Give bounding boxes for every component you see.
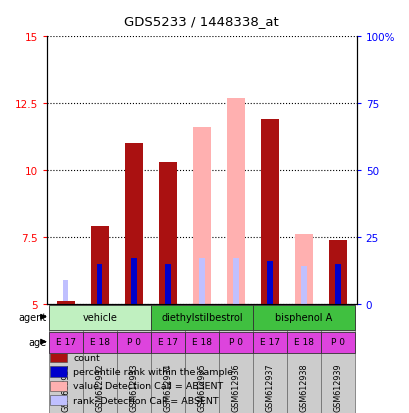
Bar	[233, 259, 238, 304]
FancyBboxPatch shape	[252, 307, 286, 413]
Text: GSM612937: GSM612937	[265, 363, 274, 411]
FancyBboxPatch shape	[49, 332, 83, 353]
Bar	[97, 264, 102, 304]
Bar	[124, 144, 143, 304]
FancyBboxPatch shape	[151, 305, 252, 330]
Text: agent: agent	[18, 312, 47, 322]
Text: P 0: P 0	[126, 337, 141, 347]
Text: percentile rank within the sample: percentile rank within the sample	[73, 367, 233, 376]
FancyBboxPatch shape	[50, 366, 67, 377]
FancyBboxPatch shape	[252, 332, 286, 353]
Bar	[226, 99, 245, 304]
FancyBboxPatch shape	[218, 332, 252, 353]
Text: E 17: E 17	[56, 337, 76, 347]
Bar	[165, 264, 170, 304]
Bar	[267, 261, 272, 304]
Bar	[335, 264, 340, 304]
FancyBboxPatch shape	[286, 332, 320, 353]
Bar	[56, 301, 75, 304]
Bar	[294, 235, 312, 304]
FancyBboxPatch shape	[320, 332, 354, 353]
Text: E 18: E 18	[293, 337, 313, 347]
FancyBboxPatch shape	[286, 307, 320, 413]
FancyBboxPatch shape	[117, 332, 151, 353]
FancyBboxPatch shape	[117, 307, 151, 413]
FancyBboxPatch shape	[184, 332, 218, 353]
Text: E 18: E 18	[90, 337, 110, 347]
Bar	[63, 280, 68, 304]
Text: GSM612933: GSM612933	[129, 363, 138, 411]
Bar	[90, 227, 109, 304]
Text: GSM612931: GSM612931	[61, 363, 70, 411]
FancyBboxPatch shape	[83, 332, 117, 353]
Text: diethylstilbestrol: diethylstilbestrol	[161, 312, 242, 322]
Text: GSM612936: GSM612936	[231, 363, 240, 411]
Text: GSM612935: GSM612935	[197, 363, 206, 411]
Text: bisphenol A: bisphenol A	[275, 312, 332, 322]
Bar	[301, 267, 306, 304]
Text: E 18: E 18	[191, 337, 211, 347]
Text: age: age	[29, 337, 47, 347]
Text: GSM612939: GSM612939	[333, 363, 342, 411]
FancyBboxPatch shape	[83, 307, 117, 413]
FancyBboxPatch shape	[49, 305, 151, 330]
Bar	[260, 120, 279, 304]
FancyBboxPatch shape	[320, 307, 354, 413]
Text: GSM612938: GSM612938	[299, 363, 308, 411]
Text: GSM612934: GSM612934	[163, 363, 172, 411]
Bar	[158, 163, 177, 304]
Bar	[328, 240, 346, 304]
Bar	[192, 128, 211, 304]
Text: count: count	[73, 353, 100, 362]
FancyBboxPatch shape	[50, 352, 67, 362]
FancyBboxPatch shape	[151, 332, 184, 353]
Text: rank, Detection Call = ABSENT: rank, Detection Call = ABSENT	[73, 396, 218, 405]
Bar	[131, 259, 136, 304]
Text: GDS5233 / 1448338_at: GDS5233 / 1448338_at	[123, 15, 278, 28]
FancyBboxPatch shape	[151, 307, 184, 413]
FancyBboxPatch shape	[252, 305, 354, 330]
Text: value, Detection Call = ABSENT: value, Detection Call = ABSENT	[73, 381, 223, 390]
FancyBboxPatch shape	[50, 381, 67, 391]
Text: GSM612932: GSM612932	[95, 363, 104, 411]
Text: E 17: E 17	[157, 337, 178, 347]
Text: vehicle: vehicle	[82, 312, 117, 322]
FancyBboxPatch shape	[184, 307, 218, 413]
Text: P 0: P 0	[228, 337, 243, 347]
Bar	[199, 259, 204, 304]
Text: E 17: E 17	[259, 337, 279, 347]
FancyBboxPatch shape	[50, 395, 67, 405]
FancyBboxPatch shape	[218, 307, 252, 413]
FancyBboxPatch shape	[49, 307, 83, 413]
Text: P 0: P 0	[330, 337, 344, 347]
